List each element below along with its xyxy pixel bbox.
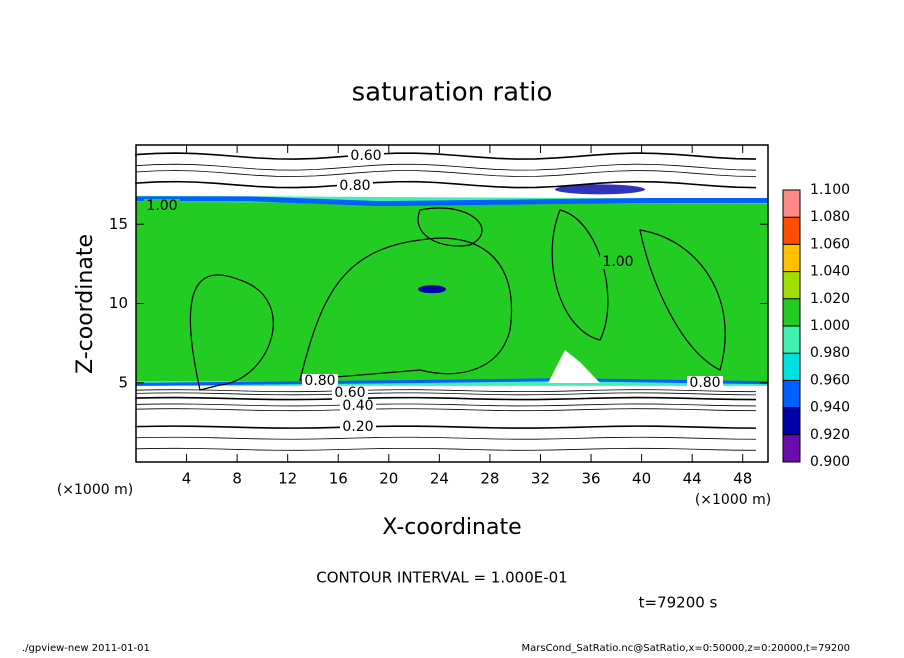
x-tick-label: 12: [278, 470, 297, 488]
y-tick-label: 15: [109, 215, 128, 233]
colorbar-tick-label: 1.060: [810, 236, 850, 252]
x-tick-label: 28: [480, 470, 499, 488]
contour-label: 0.60: [350, 148, 381, 164]
colorbar-tick-label: 1.100: [810, 182, 850, 198]
x-unit-label: (×1000 m): [695, 492, 771, 508]
colorbar-tick-label: 1.000: [810, 318, 850, 334]
contour-label-bg: [332, 386, 368, 400]
x-tick-label: 20: [379, 470, 398, 488]
footer-left: ./gpview-new 2011-01-01: [22, 643, 150, 654]
colorbar-tick-label: 0.960: [810, 372, 850, 388]
contour-line: [417, 207, 483, 247]
contour-line: [135, 163, 757, 171]
colorbar-segment: [783, 380, 800, 408]
contour-label-bg: [302, 374, 338, 388]
footer-right: MarsCond_SatRatio.nc@SatRatio,x=0:50000,…: [521, 643, 850, 654]
contour-label: 0.80: [304, 373, 335, 389]
field-top-edge: [136, 196, 768, 207]
contour-label-bg: [348, 149, 384, 163]
contour-line: [135, 389, 757, 393]
contour-line: [551, 209, 609, 341]
colorbar-tick-label: 0.920: [810, 427, 850, 443]
colorbar-tick-label: 1.080: [810, 209, 850, 225]
colorbar-segment: [783, 326, 800, 354]
x-tick-label: 40: [632, 470, 651, 488]
contour-line: [135, 180, 757, 189]
contour-line: [299, 237, 512, 381]
contour-line: [135, 392, 757, 396]
colorbar-tick-label: 1.020: [810, 291, 850, 307]
contour-label: 0.40: [342, 398, 373, 414]
chart-title: saturation ratio: [352, 78, 553, 108]
contour-label-bg: [340, 420, 376, 434]
contour-line: [135, 152, 757, 160]
x-tick-label: 24: [430, 470, 449, 488]
contour-interval: CONTOUR INTERVAL = 1.000E-01: [316, 569, 567, 587]
colorbar-tick-label: 0.980: [810, 345, 850, 361]
x-tick-label: 16: [329, 470, 348, 488]
contour-label-bg: [340, 399, 376, 413]
contour-label-bg: [144, 199, 180, 213]
colorbar-segment: [783, 434, 800, 462]
contour-line: [135, 170, 757, 177]
contour-label: 1.00: [146, 198, 177, 214]
y-unit-label: (×1000 m): [57, 482, 133, 498]
x-tick-label: 4: [182, 470, 192, 488]
contour-label-bg: [600, 255, 636, 269]
contour-label-bg: [337, 179, 373, 193]
dry-patch: [418, 285, 446, 294]
colorbar-tick-label: 0.940: [810, 400, 850, 416]
field-main: [136, 202, 768, 382]
contour-line: [135, 403, 757, 407]
contour-line: [135, 436, 757, 440]
contour-line: [135, 425, 757, 429]
contour-line: [135, 408, 757, 412]
contour-label: 1.00: [602, 254, 633, 270]
colorbar-segment: [783, 353, 800, 381]
colorbar-segment: [783, 217, 800, 245]
time-label: t=79200 s: [639, 594, 718, 612]
colorbar-segment: [783, 407, 800, 435]
dry-patch: [555, 184, 645, 195]
contour-label: 0.60: [334, 385, 365, 401]
contour-line: [135, 447, 757, 451]
field-bottom-edge: [135, 378, 769, 386]
wet-patch: [548, 350, 600, 383]
contour-line: [639, 229, 726, 371]
y-tick-label: 5: [118, 373, 128, 391]
colorbar-segment: [783, 298, 800, 326]
y-tick-label: 10: [109, 294, 128, 312]
colorbar-segment: [783, 190, 800, 218]
x-tick-label: 36: [581, 470, 600, 488]
colorbar-segment: [783, 271, 800, 299]
contour-label: 0.80: [689, 375, 720, 391]
y-axis-label: Z-coordinate: [73, 234, 98, 374]
x-tick-label: 8: [232, 470, 242, 488]
colorbar-tick-label: 1.040: [810, 264, 850, 280]
contour-label: 0.80: [339, 178, 370, 194]
x-tick-label: 48: [733, 470, 752, 488]
contour-label: 0.20: [342, 419, 373, 435]
colorbar-segment: [783, 244, 800, 272]
x-tick-label: 32: [531, 470, 550, 488]
colorbar-tick-label: 0.900: [810, 454, 850, 470]
contour-label-bg: [687, 376, 723, 390]
x-axis-label: X-coordinate: [382, 515, 521, 540]
contour-line: [135, 396, 757, 401]
contour-line: [189, 274, 274, 391]
x-tick-label: 44: [683, 470, 702, 488]
